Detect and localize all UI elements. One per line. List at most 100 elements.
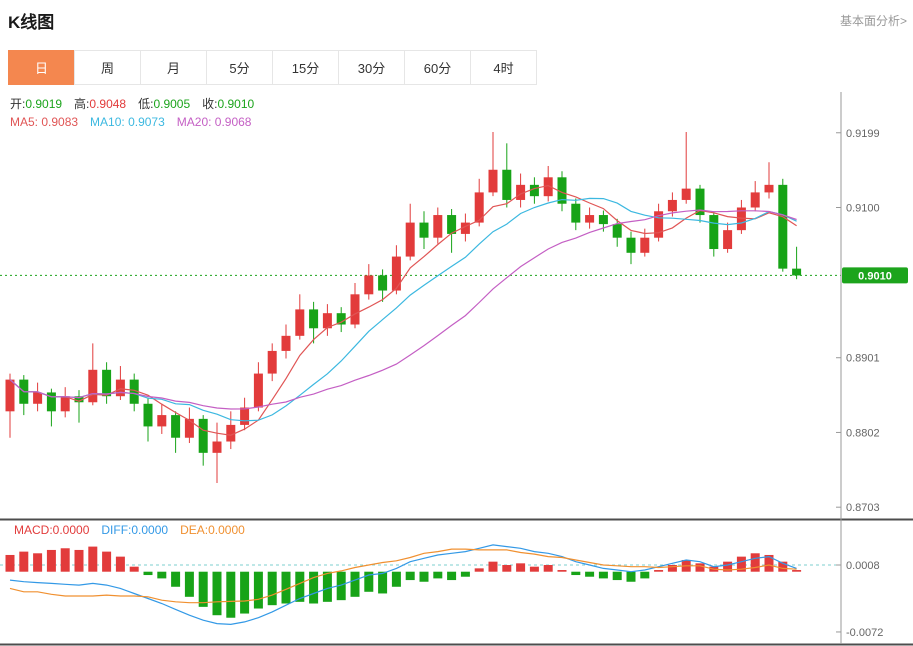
price-tick-label: 0.9199 <box>846 128 880 140</box>
macd-bar <box>129 566 139 572</box>
macd-legend: MACD:0.0000 DIFF:0.0000 DEA:0.0000 <box>14 523 257 537</box>
tab-60min[interactable]: 60分 <box>404 50 471 85</box>
candle-body <box>681 188 691 200</box>
candle-body <box>736 207 746 231</box>
macd-bar <box>750 553 760 572</box>
macd-bar <box>516 563 526 572</box>
candle-body <box>322 313 332 329</box>
candle-body <box>378 275 388 291</box>
legend-ma20: MA20: 0.9068 <box>176 115 252 129</box>
ma-legend: MA5: 0.9083 MA10: 0.9073 MA20: 0.9068 <box>10 115 263 129</box>
macd-bar <box>419 571 429 582</box>
macd-tick-label: -0.0072 <box>846 627 883 639</box>
fundamental-analysis-link[interactable]: 基本面分析> <box>839 14 907 28</box>
macd-bar <box>502 565 512 572</box>
candle-body <box>267 350 277 374</box>
macd-bar <box>322 571 332 602</box>
candle-body <box>184 418 194 438</box>
candle-body <box>640 237 650 253</box>
macd-bar <box>102 551 112 572</box>
candle-body <box>626 237 636 253</box>
macd-bar <box>474 568 484 572</box>
candle-body <box>198 418 208 453</box>
legend-low: 低:0.9005 <box>138 97 191 111</box>
candle-body <box>529 184 539 197</box>
candle-body <box>598 215 608 225</box>
legend-dea: DEA:0.0000 <box>180 523 245 537</box>
macd-bar <box>46 549 56 572</box>
price-tick-label: 0.8901 <box>846 353 880 365</box>
tab-30min[interactable]: 30分 <box>338 50 405 85</box>
tab-week[interactable]: 周 <box>74 50 141 85</box>
ma10-line <box>9 197 797 422</box>
macd-bar <box>212 571 222 616</box>
candle-body <box>557 177 567 204</box>
candle-body <box>60 396 70 412</box>
legend-macd: MACD:0.0000 <box>14 523 90 537</box>
candle-body <box>750 192 760 208</box>
candle-body <box>115 379 125 397</box>
macd-bar <box>557 570 567 572</box>
macd-bar <box>626 571 636 582</box>
page-title: K线图 <box>8 13 55 32</box>
current-price-label: 0.9010 <box>858 270 892 282</box>
candle-body <box>281 335 291 351</box>
candle-body <box>612 224 622 238</box>
legend-ma5: MA5: 0.9083 <box>10 115 79 129</box>
macd-bar <box>267 571 277 606</box>
macd-bar <box>157 571 167 579</box>
candle-body <box>585 215 595 223</box>
candle-body <box>129 379 139 404</box>
candle-body <box>543 177 553 197</box>
macd-bar <box>433 571 443 579</box>
candle-body <box>309 309 319 329</box>
macd-bar <box>391 571 401 587</box>
macd-bar <box>240 571 250 614</box>
price-tick-label: 0.9100 <box>846 202 880 214</box>
candle-body <box>5 379 15 412</box>
legend-ma10: MA10: 0.9073 <box>90 115 165 129</box>
candle-body <box>350 294 360 325</box>
macd-bar <box>778 561 788 572</box>
tab-15min[interactable]: 15分 <box>272 50 339 85</box>
candle-body <box>157 415 167 427</box>
current-price-badge <box>842 267 908 284</box>
ma5-line <box>9 184 797 436</box>
macd-bar <box>723 561 733 572</box>
legend-close: 收:0.9010 <box>202 97 255 111</box>
candle-body <box>143 403 153 427</box>
price-tick-label: 0.8703 <box>846 502 880 514</box>
candle-body <box>723 230 733 250</box>
candle-body <box>667 199 677 212</box>
tab-month[interactable]: 月 <box>140 50 207 85</box>
candle-body <box>171 415 181 438</box>
macd-bar <box>488 561 498 572</box>
macd-bar <box>171 571 181 587</box>
macd-bar <box>598 571 608 579</box>
candle-body <box>391 256 401 291</box>
candle-body <box>405 222 415 257</box>
macd-bar <box>378 571 388 594</box>
candle-body <box>778 184 788 269</box>
legend-high: 高:0.9048 <box>74 97 127 111</box>
ma20-line <box>9 209 797 410</box>
macd-bar <box>74 549 84 572</box>
tab-day[interactable]: 日 <box>8 50 75 85</box>
macd-bar <box>667 565 677 572</box>
candle-body <box>447 215 457 234</box>
macd-bar <box>529 566 539 572</box>
macd-bar <box>736 556 746 572</box>
tab-5min[interactable]: 5分 <box>206 50 273 85</box>
macd-bar <box>364 571 374 592</box>
legend-diff: DIFF:0.0000 <box>101 523 169 537</box>
candle-body <box>764 184 774 193</box>
tab-4hour[interactable]: 4时 <box>470 50 537 85</box>
macd-bar <box>295 571 305 602</box>
macd-bar <box>571 571 581 576</box>
candle-body <box>226 424 236 442</box>
macd-bar <box>281 571 291 604</box>
macd-bar <box>695 563 705 572</box>
macd-bar <box>460 571 470 577</box>
